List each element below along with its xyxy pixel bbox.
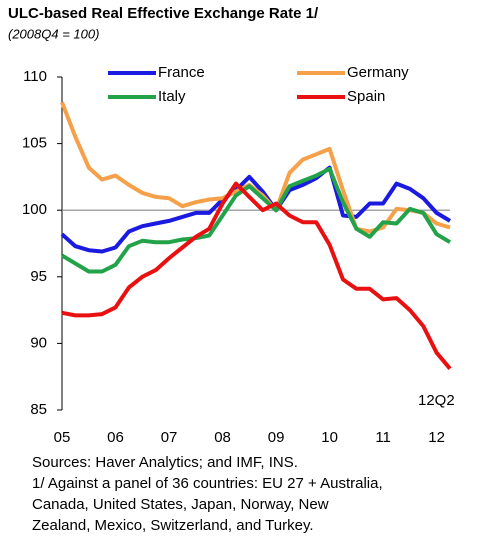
legend-label: Spain: [347, 88, 385, 105]
y-tick-label: 90: [30, 334, 47, 351]
y-tick-label: 95: [30, 268, 47, 285]
x-tick-label: 08: [214, 429, 231, 446]
note: Canada, United States, Japan, Norway, Ne…: [32, 496, 329, 513]
annotation: 12Q2: [418, 392, 455, 409]
series-line: [60, 165, 452, 254]
y-tick-label: 110: [23, 68, 47, 85]
x-tick-label: 09: [268, 429, 285, 446]
series-line: [60, 101, 451, 234]
series-line: [61, 181, 452, 370]
note: 1/ Against a panel of 36 countries: EU 2…: [32, 475, 383, 492]
x-tick-label: 05: [54, 429, 71, 446]
note: Sources: Haver Analytics; and IMF, INS.: [32, 454, 298, 471]
x-tick-label: 06: [107, 429, 124, 446]
legend-label: France: [158, 64, 205, 81]
x-tick-label: 11: [375, 429, 391, 446]
series-line: [60, 166, 452, 274]
x-tick-label: 07: [161, 429, 178, 446]
x-tick-label: 10: [321, 429, 338, 446]
x-tick-label: 12: [428, 429, 445, 446]
legend-label: Italy: [158, 88, 186, 105]
chart-title: ULC-based Real Effective Exchange Rate 1…: [8, 5, 319, 22]
legend-label: Germany: [347, 64, 409, 81]
y-tick-label: 85: [30, 401, 47, 418]
chart-subtitle: (2008Q4 = 100): [8, 26, 99, 41]
y-tick-label: 105: [22, 135, 47, 152]
y-tick-label: 100: [22, 201, 47, 218]
note: Zealand, Mexico, Switzerland, and Turkey…: [32, 517, 314, 534]
